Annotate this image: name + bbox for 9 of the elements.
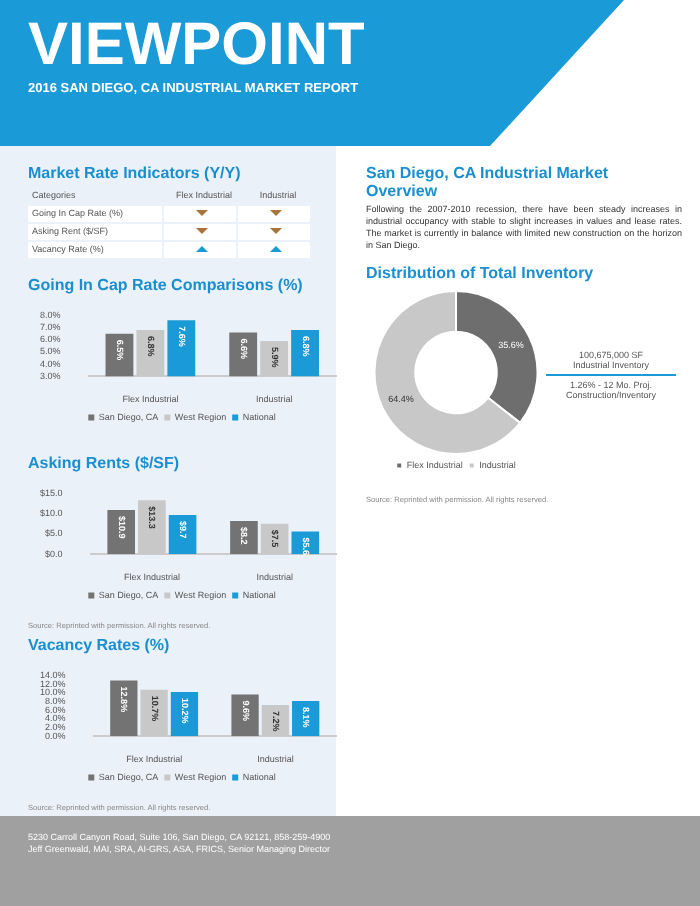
text: VIEWPOINT [28,12,365,80]
text: San Diego, CA Industrial Market Overview [366,164,611,200]
bar [107,510,136,555]
chart-title: Distribution of Total Inventory [366,264,596,282]
chart-title: Going In Cap Rate Comparisons (%) [28,276,305,294]
text: Market Rate Indicators (Y/Y) [28,164,243,182]
bar [231,694,259,737]
chart-title: Vacancy Rates (%) [28,636,172,654]
chart-title: Asking Rents ($/SF) [28,454,182,472]
